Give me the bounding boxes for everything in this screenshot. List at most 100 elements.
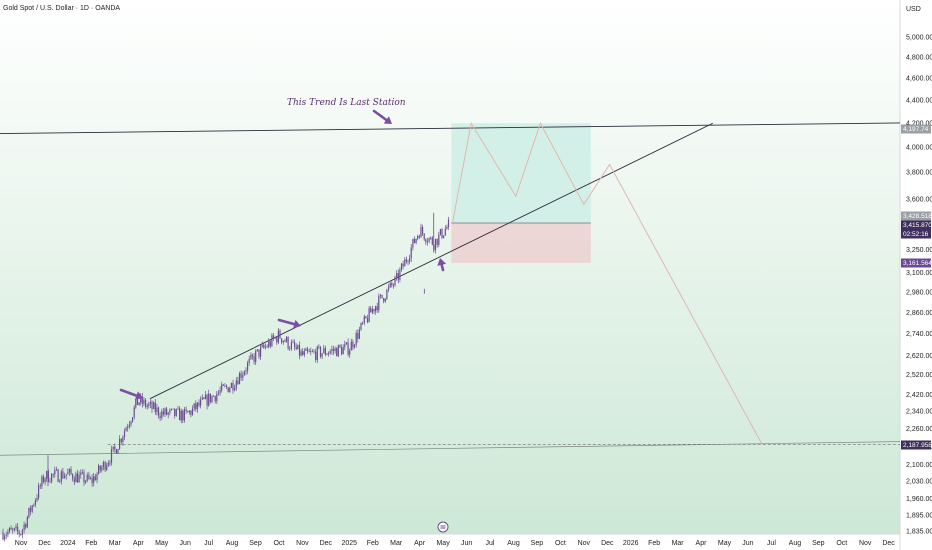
countdown-tag-text: 02:52:16 [903, 231, 929, 238]
candle-body [81, 472, 83, 473]
candle-body [49, 481, 51, 483]
candle-body [334, 348, 336, 351]
candle-body [266, 346, 268, 348]
resistance-price-tag [901, 124, 931, 134]
time-tick-label: Sep [531, 540, 544, 547]
candle-body [329, 351, 331, 354]
time-tick-label: Nov [578, 540, 591, 547]
plot-background [0, 0, 900, 534]
candle-body [195, 403, 197, 410]
price-tick-label: 4,400.000 [906, 98, 932, 105]
candle-body [117, 449, 119, 454]
candle-body [235, 380, 237, 388]
candle-body [324, 348, 326, 355]
candle-body [177, 408, 179, 410]
take-profit-zone[interactable] [451, 123, 591, 223]
candle-body [221, 384, 223, 391]
support-trendline[interactable] [0, 441, 901, 456]
arrow-icon[interactable] [437, 258, 447, 272]
price-tick-label: 2,520.000 [906, 372, 932, 379]
candle-body [193, 403, 195, 409]
candle-body [208, 393, 210, 406]
candle-body [310, 351, 312, 353]
candle-body [319, 346, 322, 357]
candle-body [107, 462, 109, 466]
candle-body [216, 394, 218, 402]
candle-body [303, 350, 305, 355]
last-price-tag [901, 220, 931, 230]
candle-body [10, 528, 12, 530]
candle-body [67, 472, 69, 475]
candle-body [33, 504, 35, 506]
candle-body [355, 332, 357, 345]
candle-body [404, 259, 406, 267]
candle-body [149, 402, 151, 405]
candle-body [101, 467, 103, 471]
price-tick-label: 3,600.000 [906, 196, 932, 203]
candle-body [104, 461, 106, 470]
candle-body [271, 335, 273, 347]
projection-line[interactable] [452, 121, 763, 445]
arrow-icon[interactable] [372, 109, 392, 124]
candle-body [167, 412, 169, 415]
candle-body [83, 472, 85, 483]
candle-body [294, 342, 296, 347]
candle-body [269, 341, 271, 347]
candle-body [237, 380, 239, 385]
rising-trendline[interactable] [149, 122, 713, 400]
candle-body [64, 476, 66, 479]
candle-body [362, 323, 364, 324]
candle-body [245, 370, 247, 372]
candle-body [326, 354, 328, 355]
time-tick-label: May [436, 540, 450, 547]
candle-body [213, 395, 215, 397]
candle-body [417, 235, 419, 239]
candle-body [268, 341, 270, 348]
candle-body [224, 385, 226, 387]
resistance-trendline[interactable] [0, 122, 901, 135]
candle-body [17, 526, 19, 532]
candle-body [255, 351, 257, 362]
candle-body [99, 465, 101, 471]
candle-body [182, 410, 184, 421]
candle-body [214, 396, 216, 402]
arrow-icon[interactable] [277, 318, 301, 329]
candle-body [392, 285, 394, 286]
arrows [119, 109, 447, 400]
candle-body [196, 402, 198, 410]
time-tick-label: Mar [672, 540, 685, 547]
candle-body [284, 340, 286, 342]
time-tick-label: Feb [367, 540, 379, 547]
candle-body [110, 449, 113, 463]
candle-body [141, 396, 143, 404]
time-tick-label: Sep [249, 540, 262, 547]
candle-body [365, 316, 367, 319]
time-tick-label: Aug [789, 540, 802, 547]
candle-body [250, 354, 252, 359]
candle-body [130, 421, 132, 425]
resistance-price-tag-text: 4,197.74 [903, 126, 929, 133]
tradingview-logo-icon[interactable] [437, 521, 449, 533]
candle-body [323, 348, 325, 354]
candle-body [172, 408, 174, 410]
arrow-icon[interactable] [119, 388, 143, 400]
candle-body [164, 408, 166, 415]
candle-body [420, 227, 422, 238]
price-tick-label: 3,250.000 [906, 247, 932, 254]
price-tick-label: 2,860.000 [906, 310, 932, 317]
time-tick-label: Nov [15, 540, 28, 547]
candle-body [73, 479, 75, 483]
candle-body [332, 349, 335, 352]
candle-body [7, 531, 9, 535]
candle-body [68, 469, 70, 473]
candle-body [180, 410, 182, 421]
stop-loss-zone[interactable] [451, 222, 591, 263]
candle-body [91, 477, 93, 483]
candle-body [190, 410, 192, 415]
candle-body [159, 415, 161, 418]
candle-body [234, 387, 236, 391]
candle-body [272, 335, 275, 339]
candle-body [230, 383, 232, 388]
